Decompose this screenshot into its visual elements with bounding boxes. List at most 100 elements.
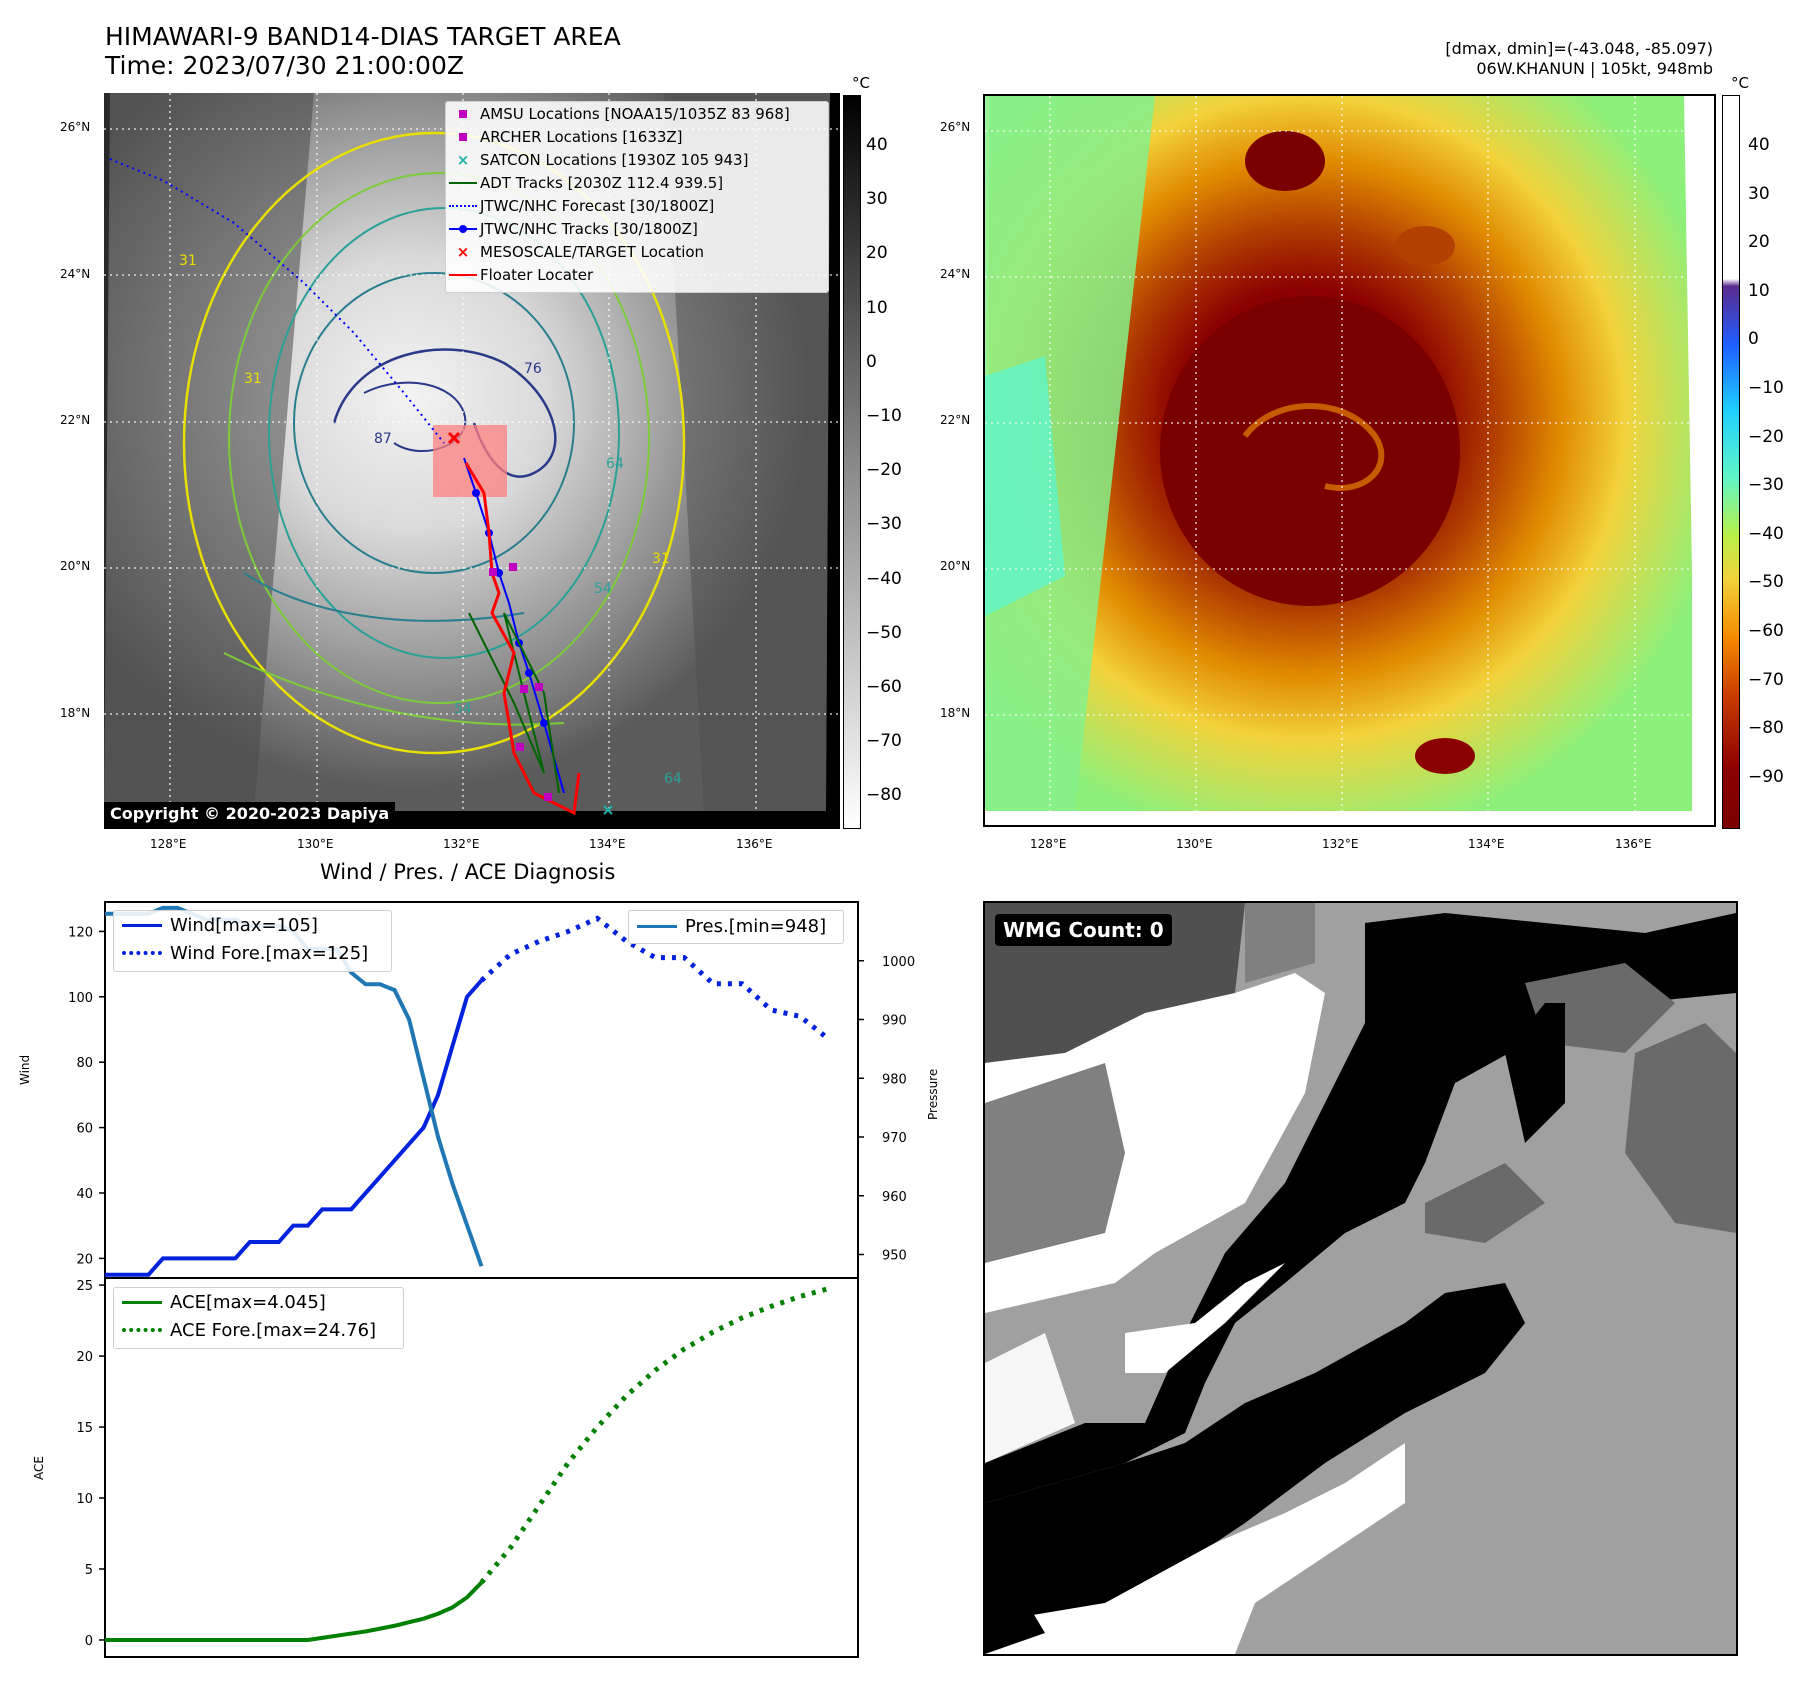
y-tick-label: 20 xyxy=(76,1252,93,1267)
legend-label: JTWC/NHC Tracks [30/1800Z] xyxy=(480,219,698,238)
floater-box xyxy=(433,425,507,497)
contour-label: 54 xyxy=(594,581,612,597)
y-tick-label: 120 xyxy=(68,925,93,940)
colorbar-tick-label: 10 xyxy=(1748,280,1770,301)
figure-title-line2: Time: 2023/07/30 21:00:00Z xyxy=(105,51,464,80)
lon-label: 130°E xyxy=(297,837,334,851)
colorbar-tick-label: −80 xyxy=(866,785,902,806)
line-icon xyxy=(114,1300,170,1304)
colorbar-tick-label: −70 xyxy=(1748,669,1784,690)
pressure-ylabel: Pressure xyxy=(926,1068,940,1120)
lon-label: 136°E xyxy=(1615,837,1652,851)
contour-label: 31 xyxy=(652,551,670,567)
y-tick-label: 15 xyxy=(76,1421,93,1436)
ace-legend: ACE[max=4.045] ACE Fore.[max=24.76] xyxy=(113,1287,404,1349)
lon-label: 130°E xyxy=(1176,837,1213,851)
legend-label: ADT Tracks [2030Z 112.4 939.5] xyxy=(480,173,724,192)
y-tick-label: 80 xyxy=(76,1056,93,1071)
lat-label: 18°N xyxy=(940,706,971,720)
wmg-map-svg xyxy=(985,903,1736,1654)
colorbar-tick-label: −60 xyxy=(1748,621,1784,641)
colorbar-tick-label: 40 xyxy=(866,135,888,155)
x-marker-icon: × xyxy=(456,150,470,169)
lat-label: 22°N xyxy=(940,413,971,427)
target-location-marker xyxy=(447,431,461,445)
colorbar-tick-label: 40 xyxy=(1748,135,1770,155)
line-icon xyxy=(629,924,685,928)
colorbar-tick-label: −50 xyxy=(866,622,902,643)
colorbar-tick-label: −10 xyxy=(866,406,902,426)
colorbar-tick-label: −40 xyxy=(866,568,902,589)
colorbar-tick-label: −90 xyxy=(1748,766,1784,787)
colorbar-tick-label: 10 xyxy=(866,297,888,318)
y-tick-label: 0 xyxy=(85,1634,93,1649)
y2-tick-label: 980 xyxy=(882,1072,907,1087)
y-tick-label: 100 xyxy=(68,991,93,1006)
dotted-line-icon xyxy=(114,951,170,955)
colorbar-tick-label: −70 xyxy=(866,731,902,752)
lat-label: 26°N xyxy=(940,120,971,134)
series-line-0 xyxy=(105,979,483,1277)
y2-tick-label: 1000 xyxy=(882,955,915,970)
y2-tick-label: 990 xyxy=(882,1014,907,1029)
colorbar-tick-label: −30 xyxy=(866,514,902,535)
contour-label: 64 xyxy=(664,771,682,787)
line-dot-icon xyxy=(446,224,480,233)
contour-label: 87 xyxy=(374,431,392,447)
lon-label: 132°E xyxy=(443,837,480,851)
contour-label: 31 xyxy=(179,253,197,269)
colorbar-tick-label: 20 xyxy=(1748,232,1770,253)
legend-label: Pres.[min=948] xyxy=(685,915,827,937)
lon-label: 134°E xyxy=(589,837,626,851)
series-line-1 xyxy=(479,1286,830,1585)
y-tick-label: 20 xyxy=(76,1350,93,1365)
y-tick-label: 10 xyxy=(76,1492,93,1507)
gray-colorbar xyxy=(843,95,861,829)
x-marker-icon: × xyxy=(456,242,470,261)
y-tick-label: 60 xyxy=(76,1122,93,1137)
y-tick-label: 25 xyxy=(76,1279,93,1294)
lat-label: 18°N xyxy=(60,706,91,720)
line-icon xyxy=(114,923,170,927)
colorbar-tick-label: 0 xyxy=(866,351,877,372)
legend-label: Floater Locater xyxy=(480,265,594,284)
ace-ylabel: ACE xyxy=(32,1456,46,1480)
ir-color-map xyxy=(983,94,1716,827)
colorbar-unit: °C xyxy=(1731,74,1749,92)
diagnosis-title: Wind / Pres. / ACE Diagnosis xyxy=(320,860,616,884)
colorbar-tick-label: 20 xyxy=(866,243,888,264)
copyright-label: Copyright © 2020-2023 Dapiya xyxy=(104,802,396,825)
wmg-count-badge: WMG Count: 0 xyxy=(995,914,1172,946)
lon-label: 132°E xyxy=(1322,837,1359,851)
lat-label: 26°N xyxy=(60,120,91,134)
series-line-0 xyxy=(105,1581,483,1642)
legend-label: Wind Fore.[max=125] xyxy=(170,942,369,964)
colorbar-tick-label: −10 xyxy=(1748,378,1784,398)
diagnosis-charts: 20 40 60 80 100 120 950 960 970 980 990 1000 0 5 10 15… xyxy=(68,901,915,1658)
pressure-legend: Pres.[min=948] xyxy=(628,910,844,944)
map-legend: AMSU Locations [NOAA15/1035Z 83 968] ARC… xyxy=(445,101,829,293)
figure-title-line1: HIMAWARI-9 BAND14-DIAS TARGET AREA xyxy=(105,22,621,51)
wind-legend: Wind[max=105] Wind Fore.[max=125] xyxy=(113,910,392,972)
colorbar-tick-label: −60 xyxy=(866,677,902,697)
dmax-dmin-text: [dmax, dmin]=(-43.048, -85.097) xyxy=(1445,39,1713,58)
y-tick-label: 40 xyxy=(76,1187,93,1202)
colorbar-tick-label: −50 xyxy=(1748,572,1784,593)
legend-label: SATCON Locations [1930Z 105 943] xyxy=(480,150,749,169)
color-colorbar xyxy=(1722,95,1740,829)
lat-label: 20°N xyxy=(60,559,91,573)
lat-label: 24°N xyxy=(60,267,91,281)
square-marker-icon xyxy=(446,132,480,141)
contour-label: 54 xyxy=(454,701,472,717)
dotted-line-icon xyxy=(114,1328,170,1332)
y-tick-label: 5 xyxy=(85,1563,93,1578)
ir-color-map-svg xyxy=(985,96,1714,825)
storm-info-text: 06W.KHANUN | 105kt, 948mb xyxy=(1476,59,1713,78)
legend-label: ACE Fore.[max=24.76] xyxy=(170,1319,377,1341)
contour-label: 31 xyxy=(244,371,262,387)
colorbar-tick-label: 30 xyxy=(1748,183,1770,204)
dotted-line-icon xyxy=(446,204,480,207)
legend-label: MESOSCALE/TARGET Location xyxy=(480,242,705,261)
wind-ylabel: Wind xyxy=(18,1054,32,1085)
y2-tick-label: 970 xyxy=(882,1131,907,1146)
